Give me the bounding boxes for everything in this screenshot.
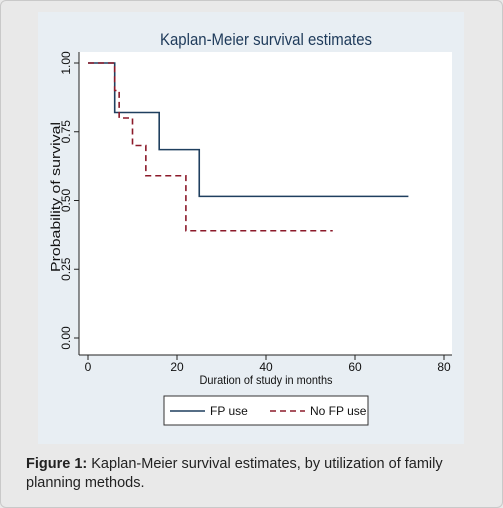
y-tick-label: 0.00: [59, 326, 73, 350]
legend-label-fp-use: FP use: [210, 404, 248, 418]
chart-title: Kaplan-Meier survival estimates: [160, 30, 372, 49]
y-tick-label: 0.75: [59, 120, 73, 144]
y-axis-label: Probability of survival: [49, 122, 63, 272]
x-tick-label: 60: [348, 360, 362, 374]
y-tick-label: 1.00: [59, 51, 73, 75]
series-line-no-fp-use: [88, 62, 333, 232]
caption-label: Figure 1:: [26, 456, 88, 472]
caption-text: Kaplan-Meier survival estimates, by util…: [26, 456, 443, 491]
plot-area: [79, 52, 452, 355]
x-tick-label: 0: [85, 360, 92, 374]
x-tick-label: 40: [259, 360, 273, 374]
x-axis-label: Duration of study in months: [200, 373, 333, 387]
km-chart: Kaplan-Meier survival estimates 0.00 0.25…: [49, 30, 452, 426]
legend: FP use No FP use: [163, 395, 369, 426]
figure-caption: Figure 1: Kaplan-Meier survival estimate…: [26, 455, 486, 493]
x-tick-label: 20: [170, 360, 184, 374]
legend-label-no-fp-use: No FP use: [310, 404, 367, 418]
y-tick-label: 0.25: [59, 257, 73, 281]
x-tick-label: 80: [437, 360, 451, 374]
y-tick-label: 0.50: [59, 188, 73, 212]
